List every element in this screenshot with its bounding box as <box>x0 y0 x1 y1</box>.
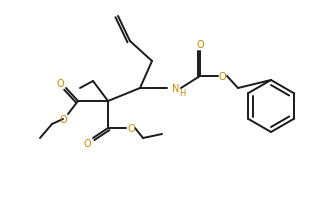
Text: H: H <box>179 88 185 97</box>
Text: O: O <box>59 115 67 124</box>
Text: O: O <box>56 79 64 89</box>
Text: O: O <box>83 138 91 148</box>
Text: O: O <box>196 40 204 50</box>
Text: O: O <box>127 123 135 133</box>
Text: N: N <box>172 84 179 94</box>
Text: O: O <box>218 72 226 82</box>
